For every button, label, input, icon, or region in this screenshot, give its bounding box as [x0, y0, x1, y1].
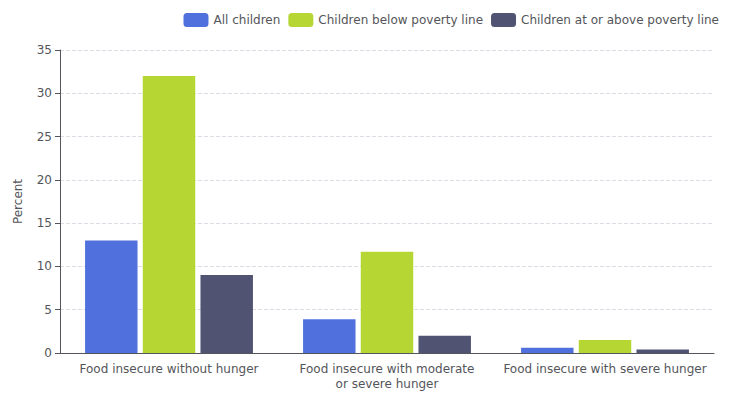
- svg-text:Food insecure with severe hung: Food insecure with severe hunger: [503, 362, 706, 376]
- svg-text:Children at or above poverty l: Children at or above poverty line: [521, 13, 719, 27]
- svg-text:10: 10: [37, 259, 52, 273]
- svg-text:35: 35: [37, 43, 52, 57]
- svg-text:or severe hunger: or severe hunger: [336, 377, 439, 391]
- svg-text:15: 15: [37, 216, 52, 230]
- svg-text:25: 25: [37, 130, 52, 144]
- svg-text:30: 30: [37, 86, 52, 100]
- svg-text:5: 5: [44, 303, 52, 317]
- svg-text:Children below poverty line: Children below poverty line: [318, 13, 483, 27]
- svg-text:Percent: Percent: [11, 179, 25, 224]
- svg-text:20: 20: [37, 173, 52, 187]
- svg-text:0: 0: [44, 346, 52, 360]
- svg-text:Food insecure without hunger: Food insecure without hunger: [80, 362, 259, 376]
- svg-text:All children: All children: [213, 13, 280, 27]
- svg-text:Food insecure with moderate: Food insecure with moderate: [300, 362, 475, 376]
